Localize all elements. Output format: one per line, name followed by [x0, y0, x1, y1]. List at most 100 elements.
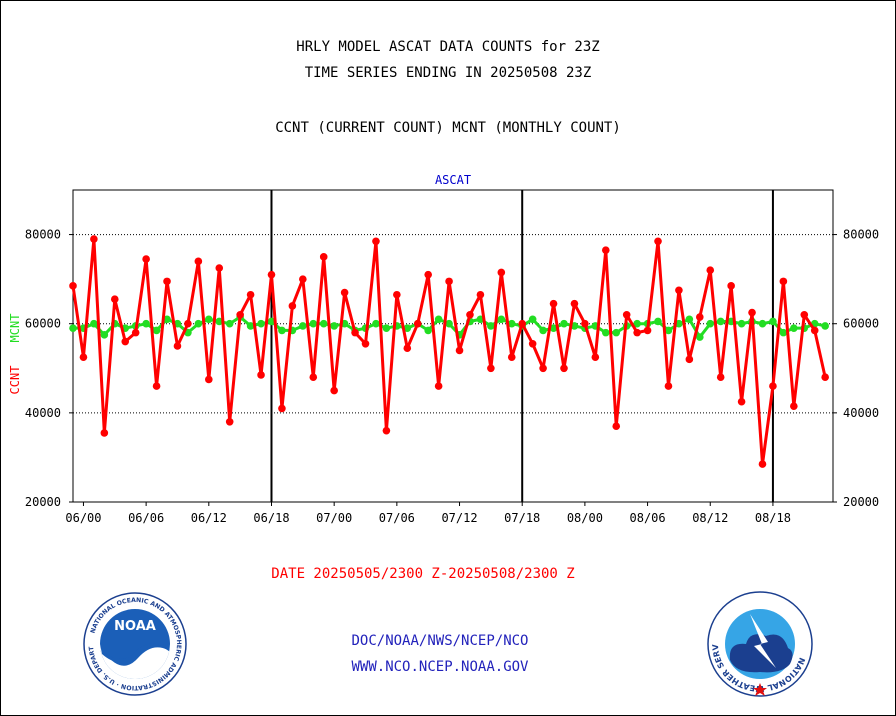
data-point-ccnt — [821, 373, 829, 382]
data-point-ccnt — [152, 382, 161, 390]
x-tick-label: 08/00 — [567, 511, 603, 525]
data-point-ccnt — [246, 290, 255, 299]
data-point-ccnt — [790, 402, 798, 410]
chart-title-line3: CCNT (CURRENT COUNT) MCNT (MONTHLY COUNT… — [275, 120, 621, 136]
data-point-ccnt — [424, 270, 432, 279]
data-point-ccnt — [601, 246, 610, 254]
data-point-mcnt — [539, 326, 547, 335]
x-tick-label: 06/06 — [128, 511, 164, 525]
data-point-ccnt — [69, 282, 77, 290]
x-tick-label: 07/18 — [504, 511, 540, 525]
data-point-mcnt — [257, 319, 265, 328]
data-point-mcnt — [299, 322, 307, 330]
data-point-ccnt — [549, 299, 558, 308]
data-point-ccnt — [393, 290, 401, 299]
data-point-mcnt — [696, 333, 704, 341]
data-point-ccnt — [581, 319, 589, 328]
data-point-mcnt — [654, 317, 662, 326]
data-point-ccnt — [810, 326, 819, 335]
data-point-mcnt — [758, 319, 767, 328]
data-point-mcnt — [215, 317, 224, 326]
data-point-ccnt — [225, 417, 234, 426]
y-tick-label-left: 80000 — [25, 228, 61, 242]
data-point-mcnt — [100, 331, 109, 339]
data-point-ccnt — [748, 308, 756, 317]
data-point-ccnt — [309, 373, 318, 382]
data-point-mcnt — [424, 326, 432, 335]
data-point-ccnt — [142, 255, 150, 263]
x-tick-label: 06/12 — [191, 511, 227, 525]
data-point-mcnt — [278, 326, 286, 335]
data-point-ccnt — [476, 290, 485, 299]
data-point-ccnt — [445, 277, 453, 286]
data-point-ccnt — [706, 266, 715, 275]
data-point-ccnt — [413, 319, 422, 328]
website-text: WWW.NCO.NCEP.NOAA.GOV — [351, 659, 529, 675]
data-point-ccnt — [654, 237, 662, 246]
data-point-ccnt — [403, 344, 412, 353]
data-point-ccnt — [319, 253, 328, 261]
data-point-ccnt — [539, 364, 547, 373]
data-point-ccnt — [696, 313, 704, 321]
data-point-ccnt — [622, 311, 631, 319]
y-tick-label-left: 60000 — [25, 317, 61, 331]
data-point-mcnt — [497, 315, 506, 324]
data-point-ccnt — [184, 319, 192, 328]
data-point-ccnt — [518, 319, 527, 328]
data-point-mcnt — [716, 317, 725, 326]
data-point-mcnt — [528, 315, 537, 324]
data-point-ccnt — [351, 328, 359, 337]
data-point-ccnt — [257, 371, 265, 379]
noaa-logo: NATIONAL OCEANIC AND ATMOSPHERIC ADMINIS… — [80, 592, 187, 696]
data-point-ccnt — [90, 235, 98, 243]
data-point-mcnt — [225, 319, 234, 328]
data-point-mcnt — [267, 317, 276, 326]
data-point-mcnt — [821, 322, 829, 330]
y-axis-label-ccnt: CCNT — [8, 366, 22, 395]
nws-logo: NATIONAL WEATHER SERVICE — [706, 590, 813, 697]
data-point-ccnt — [434, 382, 443, 390]
y-axis-label-mcnt: MCNT — [8, 314, 22, 343]
data-point-ccnt — [110, 295, 119, 304]
data-point-ccnt — [79, 353, 88, 361]
data-point-mcnt — [612, 328, 621, 337]
data-point-ccnt — [215, 264, 224, 272]
y-tick-label-right: 20000 — [843, 495, 879, 509]
data-point-mcnt — [69, 324, 77, 332]
y-tick-label-left: 20000 — [25, 495, 61, 509]
data-point-ccnt — [361, 339, 370, 348]
data-point-mcnt — [205, 315, 213, 324]
data-point-ccnt — [643, 326, 652, 335]
x-tick-label: 07/12 — [441, 511, 477, 525]
data-point-mcnt — [330, 322, 338, 330]
data-point-mcnt — [487, 322, 495, 330]
chart-title-line2: TIME SERIES ENDING IN 20250508 23Z — [304, 65, 592, 81]
data-point-ccnt — [131, 328, 140, 337]
data-point-ccnt — [330, 386, 338, 395]
data-point-ccnt — [633, 328, 641, 337]
date-range-label: DATE 20250505/2300 Z-20250508/2300 Z — [271, 566, 575, 582]
data-point-ccnt — [121, 337, 130, 346]
data-point-mcnt — [507, 319, 516, 328]
x-tick-label: 07/06 — [379, 511, 415, 525]
data-point-ccnt — [727, 282, 735, 290]
data-point-ccnt — [466, 311, 474, 319]
data-point-ccnt — [299, 275, 307, 283]
data-point-ccnt — [487, 364, 495, 373]
data-point-mcnt — [633, 319, 641, 328]
data-point-ccnt — [340, 288, 349, 297]
data-point-mcnt — [779, 328, 788, 337]
data-point-ccnt — [497, 268, 506, 277]
data-point-mcnt — [560, 319, 568, 328]
data-point-ccnt — [737, 397, 746, 406]
x-tick-label: 08/18 — [755, 511, 791, 525]
data-point-ccnt — [664, 382, 673, 390]
panel-title: ASCAT — [435, 173, 471, 187]
data-point-mcnt — [737, 319, 746, 328]
data-point-mcnt — [769, 317, 777, 326]
data-point-ccnt — [372, 237, 380, 246]
x-tick-label: 08/12 — [692, 511, 728, 525]
data-point-ccnt — [570, 299, 579, 308]
data-point-mcnt — [403, 324, 412, 332]
